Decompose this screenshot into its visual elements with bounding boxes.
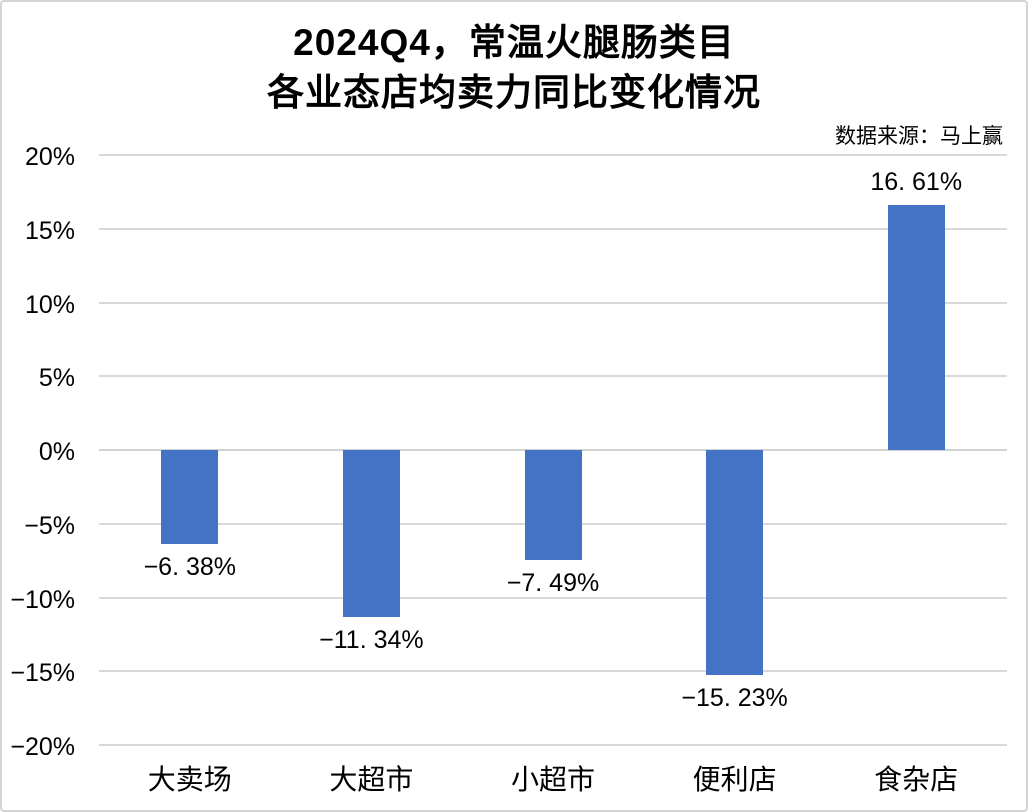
bar [524, 450, 582, 561]
gridline [99, 375, 1007, 378]
bar-value-label: −11. 34% [319, 626, 424, 655]
y-axis-tick-label: −10% [10, 585, 75, 614]
gridline [99, 154, 1007, 156]
x-axis-category-label: 大超市 [329, 764, 414, 795]
bar [706, 450, 764, 675]
bar-value-label: −15. 23% [681, 683, 788, 712]
y-axis-tick-label: 15% [24, 216, 75, 245]
chart-title-line1: 2024Q4，常温火腿肠类目 [293, 22, 735, 63]
data-source-label: 数据来源：马上赢 [835, 125, 1003, 148]
bar-value-label: 16. 61% [870, 168, 963, 196]
y-axis-tick-label: −20% [10, 733, 75, 761]
bar-value-label: −6. 38% [143, 553, 237, 582]
y-axis-tick-label: 20% [24, 143, 75, 171]
y-axis-tick-label: −15% [10, 659, 75, 688]
bar [342, 450, 400, 618]
chart-title-line2: 各业态店均卖力同比变化情况 [267, 72, 761, 113]
gridline [99, 596, 1007, 599]
gridline [99, 670, 1007, 673]
gridline [99, 301, 1007, 304]
y-axis-tick-label: 5% [38, 364, 75, 393]
x-axis-category-label: 食杂店 [874, 764, 959, 795]
gridline [99, 227, 1007, 230]
bar [887, 205, 945, 450]
plot-area: 20% 15% 10% 5% 0% −5% −10% −15% −20% −6. 38% 大卖场 −1… [10, 143, 1007, 795]
gridline [99, 744, 1007, 746]
bar [161, 450, 219, 545]
y-axis-tick-label: 0% [38, 438, 75, 466]
y-axis-tick-label: −5% [24, 511, 75, 540]
x-axis-category-label: 大卖场 [147, 764, 232, 795]
x-axis-category-label: 小超市 [510, 764, 595, 795]
x-axis-category-label: 便利店 [692, 764, 777, 795]
bar-value-label: −7. 49% [506, 569, 600, 598]
y-axis-tick-label: 10% [24, 290, 75, 319]
chart-title: 2024Q4，常温火腿肠类目 各业态店均卖力同比变化情况 [2, 18, 1026, 118]
